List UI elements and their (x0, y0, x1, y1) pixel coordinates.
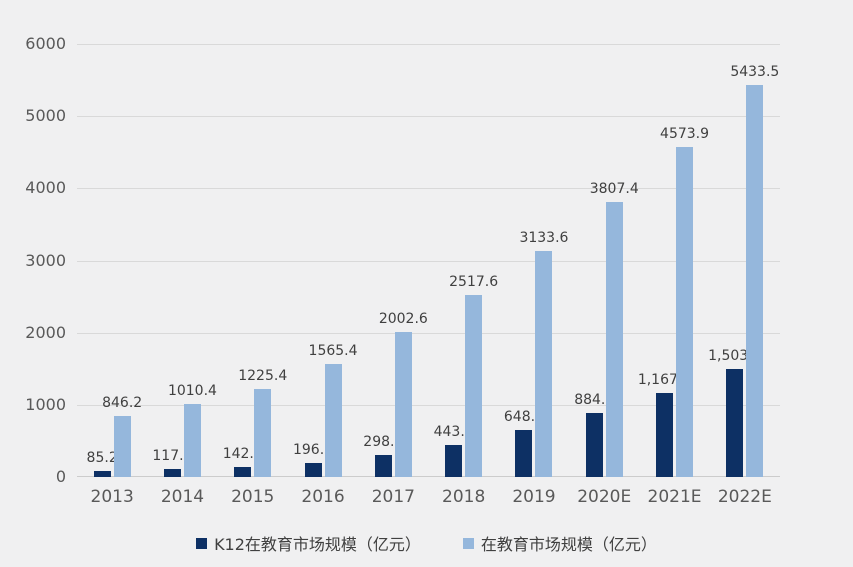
legend-swatch-total-icon (462, 537, 474, 549)
bar-value-label: 884.3 (574, 392, 615, 409)
x-axis-baseline (77, 476, 780, 477)
bar-value-label: 443.2 (433, 424, 474, 441)
bar-series-0: 85.2 (87, 450, 118, 477)
x-axis: 2013 2014 2015 2016 2017 2018 2019 2020E 2021E 20… (77, 487, 780, 511)
bar-value-label: 846.2 (102, 394, 143, 411)
bar-series-1: 3807.4 (590, 181, 639, 477)
legend-swatch-k12-icon (196, 537, 208, 549)
bar-series-1: 5433.5 (730, 64, 779, 477)
bar-series-1: 4573.9 (660, 126, 709, 477)
bar-series-0: 196.7 (293, 442, 333, 477)
category-group: 117.1 1010.4 (147, 383, 217, 477)
bar-value-label: 298.7 (363, 434, 404, 451)
bar-value-label: 5433.5 (730, 63, 780, 80)
gridline (77, 188, 780, 190)
x-tick-label: 2016 (301, 487, 345, 507)
gridline (77, 404, 780, 406)
legend-item-k12: K12在教育市场规模（亿元） (196, 531, 421, 555)
category-group: 298.7 2002.6 (358, 311, 428, 477)
y-tick-label: 6000 (25, 34, 66, 53)
x-tick-label: 2021E (647, 487, 702, 507)
x-tick-label: 2019 (512, 487, 556, 507)
bar-value-label: 196.7 (292, 441, 334, 458)
plot-area: 85.2 846.2 117.1 1010.4 142.2 1225.4 196.7 1565… (77, 44, 780, 477)
category-group: 648.8 3133.6 (499, 230, 569, 477)
bar-series-1: 2002.6 (379, 311, 428, 477)
bar-series-0: 298.7 (363, 434, 403, 477)
y-tick-label: 5000 (25, 106, 66, 126)
bar-series-1: 1010.4 (168, 383, 217, 477)
category-group: 142.2 1225.4 (218, 368, 288, 477)
bar-value-label: 1225.4 (238, 367, 288, 384)
x-tick-label: 2020E (577, 487, 632, 507)
category-group: 1,503.4 5433.5 (708, 64, 780, 477)
y-tick-label: 2000 (25, 322, 66, 342)
y-tick-label: 0 (55, 467, 66, 486)
bar-value-label: 3133.6 (519, 229, 569, 246)
legend-item-total: 在教育市场规模（亿元） (462, 531, 657, 555)
bar-value-label: 142.2 (222, 445, 263, 462)
bar-value-label: 648.8 (503, 409, 544, 426)
bar-series-0: 648.8 (504, 409, 544, 477)
category-group: 1,167.4 4573.9 (638, 126, 709, 477)
bar-value-label: 117.1 (152, 447, 193, 464)
bar-series-1: 3133.6 (519, 230, 568, 477)
legend: K12在教育市场规模（亿元） 在教育市场规模（亿元） (0, 531, 853, 555)
bar-value-label: 1565.4 (308, 343, 358, 360)
bar-series-1: 2517.6 (449, 274, 498, 477)
gridline (77, 44, 780, 45)
bar-series-0: 117.1 (152, 448, 192, 477)
bar-series-0: 884.3 (574, 392, 614, 477)
bar-series-0: 1,167.4 (638, 372, 691, 477)
gridline (77, 332, 780, 334)
x-tick-label: 2022E (717, 487, 772, 507)
bar-value-label: 2517.6 (449, 274, 499, 291)
legend-label-k12: K12在教育市场规模（亿元） (214, 535, 421, 554)
gridline (77, 260, 780, 262)
bar-series-0: 1,503.4 (708, 348, 762, 477)
x-tick-label: 2018 (442, 487, 486, 507)
bar-value-label: 1010.4 (167, 383, 217, 400)
bar-value-label: 2002.6 (378, 311, 428, 328)
category-group: 443.2 2517.6 (429, 274, 499, 477)
bar-series-0: 443.2 (434, 424, 474, 477)
bar-series-1: 846.2 (102, 395, 142, 477)
x-tick-label: 2013 (90, 487, 134, 507)
bar-value-label: 3807.4 (589, 181, 639, 198)
y-tick-label: 1000 (25, 394, 66, 414)
y-tick-label: 3000 (25, 250, 66, 270)
bar-value-label: 4573.9 (660, 125, 710, 142)
x-tick-label: 2015 (231, 487, 275, 507)
category-group: 196.7 1565.4 (288, 343, 358, 477)
category-group: 85.2 846.2 (77, 395, 147, 477)
bar-series-1: 1565.4 (309, 343, 358, 477)
gridline (77, 116, 780, 118)
x-tick-label: 2017 (371, 487, 415, 507)
bar-value-label: 85.2 (86, 449, 118, 466)
x-tick-label: 2014 (160, 487, 205, 507)
bar-series-1: 1225.4 (238, 368, 287, 477)
bar-series-0: 142.2 (223, 446, 263, 477)
category-group: 884.3 3807.4 (569, 181, 639, 477)
legend-label-total: 在教育市场规模（亿元） (480, 535, 657, 554)
y-tick-label: 4000 (25, 178, 66, 198)
